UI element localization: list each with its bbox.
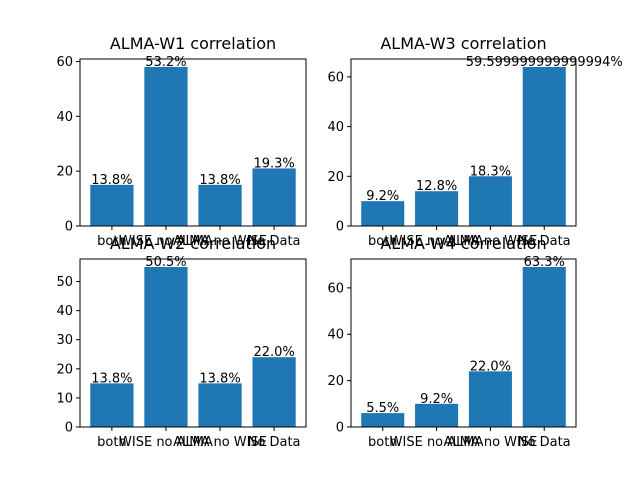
x-tick-label: ALMA no WISE [443, 435, 537, 450]
x-tick-label: WISE no ALMA [390, 234, 484, 249]
bar-annotation: 50.5% [145, 255, 186, 270]
bar-annotation: 22.0% [253, 345, 294, 360]
y-tick-label: 40 [56, 304, 73, 319]
y-tick-label: 0 [65, 421, 73, 436]
x-tick-label: No Data [518, 435, 571, 450]
y-tick-label: 30 [56, 333, 73, 348]
bar [198, 184, 242, 226]
y-tick-label: 0 [336, 421, 344, 436]
bar-annotation: 12.8% [416, 179, 457, 194]
bar [415, 403, 459, 427]
y-tick-label: 0 [65, 220, 73, 235]
chart-title: ALMA-W3 correlation [380, 34, 546, 53]
chart-title: ALMA-W1 correlation [110, 34, 276, 53]
y-tick-label: 20 [56, 362, 73, 377]
y-tick-label: 50 [56, 275, 73, 290]
x-tick-label: ALMA no WISE [443, 234, 537, 249]
bar [468, 371, 512, 427]
x-tick-label: both [368, 435, 398, 450]
bar-annotation: 19.3% [253, 156, 294, 171]
y-tick-label: 20 [327, 374, 344, 389]
x-tick-label: both [97, 234, 127, 249]
y-tick-label: 10 [56, 391, 73, 406]
axes-frame [350, 258, 577, 428]
x-tick-label: No Data [248, 435, 301, 450]
bar-annotation: 13.8% [91, 371, 132, 386]
y-tick-label: 20 [327, 170, 344, 185]
bar [522, 267, 566, 427]
y-tick-label: 60 [327, 70, 344, 85]
x-tick-label: both [97, 435, 127, 450]
bar [468, 176, 512, 226]
bar [361, 201, 405, 226]
x-tick-label: WISE no ALMA [390, 435, 484, 450]
chart-title: ALMA-W2 correlation [110, 234, 276, 253]
y-tick-label: 60 [56, 55, 73, 70]
bar-annotation: 22.0% [470, 359, 511, 374]
bar-annotation: 53.2% [145, 55, 186, 70]
x-tick-label: ALMA no WISE [173, 234, 267, 249]
x-tick-label: WISE no ALMA [119, 435, 213, 450]
x-tick-label: No Data [518, 234, 571, 249]
bar-annotation: 59.599999999999994% [466, 55, 623, 70]
bar-annotation: 13.8% [199, 371, 240, 386]
bar [522, 66, 566, 226]
bar [90, 184, 134, 226]
bar [361, 413, 405, 427]
x-tick-label: both [368, 234, 398, 249]
axes-frame [79, 58, 307, 227]
bar-annotation: 18.3% [470, 164, 511, 179]
chart-title: ALMA-W4 correlation [380, 234, 546, 253]
bar [90, 383, 134, 427]
y-tick-label: 40 [327, 120, 344, 135]
bar [144, 66, 188, 226]
y-tick-label: 0 [336, 220, 344, 235]
y-tick-label: 40 [56, 110, 73, 125]
axes-frame [350, 58, 577, 227]
bar-annotation: 9.2% [366, 189, 399, 204]
axes-frame [79, 258, 307, 428]
bar [252, 168, 296, 226]
bar-annotation: 13.8% [199, 173, 240, 188]
x-tick-label: No Data [248, 234, 301, 249]
y-tick-label: 60 [327, 281, 344, 296]
bar-annotation: 63.3% [524, 255, 565, 270]
bar [415, 191, 459, 226]
bar-annotation: 9.2% [420, 392, 453, 407]
x-tick-label: ALMA no WISE [173, 435, 267, 450]
bar [252, 357, 296, 427]
bar-annotation: 13.8% [91, 173, 132, 188]
bar [198, 383, 242, 427]
x-tick-label: WISE no ALMA [119, 234, 213, 249]
bar-annotation: 5.5% [366, 401, 399, 416]
y-tick-label: 20 [56, 165, 73, 180]
bar [144, 267, 188, 427]
y-tick-label: 40 [327, 328, 344, 343]
